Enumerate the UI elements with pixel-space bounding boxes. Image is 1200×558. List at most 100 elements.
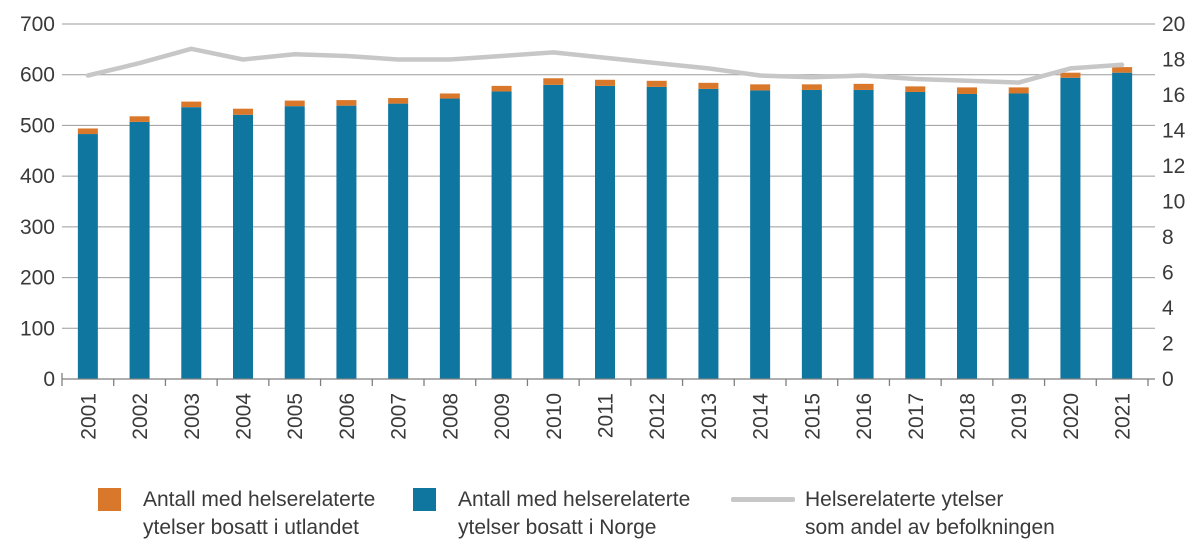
chart-legend: Antall med helserelaterte ytelser bosatt … bbox=[0, 486, 1200, 556]
bar-segment-utlandet-2018 bbox=[957, 87, 977, 94]
legend-label-line1: Helserelaterte ytelser bbox=[805, 488, 1004, 511]
legend-label-line2: ytelser bosatt i Norge bbox=[458, 516, 657, 539]
legend-item-3: Helserelaterte ytelser som andel av befol… bbox=[731, 486, 1055, 542]
bar-segment-norge-2006 bbox=[336, 105, 357, 380]
legend-label-line2: ytelser bosatt i utlandet bbox=[143, 516, 359, 539]
x-axis-label-2003: 2003 bbox=[181, 393, 204, 440]
right-axis-label-2: 2 bbox=[1162, 333, 1174, 356]
x-axis-label-2009: 2009 bbox=[491, 393, 514, 440]
bar-segment-utlandet-2005 bbox=[284, 100, 305, 107]
x-axis-label-2015: 2015 bbox=[801, 393, 824, 440]
x-axis-label-2012: 2012 bbox=[646, 393, 669, 440]
x-axis-label-2019: 2019 bbox=[1008, 393, 1031, 440]
x-axis-label-2006: 2006 bbox=[336, 393, 359, 440]
legend-square-swatch-icon bbox=[413, 488, 436, 511]
bar-segment-utlandet-2008 bbox=[439, 93, 460, 99]
x-axis-label-2018: 2018 bbox=[957, 393, 980, 440]
bar-segment-utlandet-2013 bbox=[698, 82, 719, 89]
bar-segment-utlandet-2010 bbox=[543, 78, 564, 85]
bar-segment-utlandet-2011 bbox=[595, 79, 615, 86]
bar-segment-utlandet-2002 bbox=[129, 116, 150, 122]
bar-segment-norge-2020 bbox=[1060, 77, 1081, 379]
bar-segment-norge-2015 bbox=[801, 89, 822, 379]
x-axis-label-2008: 2008 bbox=[439, 393, 462, 440]
bar-segment-utlandet-2019 bbox=[1008, 87, 1029, 94]
legend-item-2: Antall med helserelaterte ytelser bosatt … bbox=[413, 486, 690, 542]
bar-segment-norge-2011 bbox=[595, 85, 615, 379]
bar-segment-norge-2008 bbox=[439, 98, 460, 380]
bar-segment-utlandet-2007 bbox=[388, 98, 409, 104]
bar-segment-utlandet-2021 bbox=[1112, 67, 1133, 73]
left-axis-label-500: 500 bbox=[20, 114, 55, 137]
bar-segment-norge-2010 bbox=[543, 84, 564, 379]
x-axis-label-2004: 2004 bbox=[233, 393, 256, 440]
bar-segment-norge-2018 bbox=[957, 93, 977, 379]
right-axis-label-6: 6 bbox=[1162, 262, 1174, 285]
bar-segment-utlandet-2004 bbox=[233, 108, 253, 115]
left-axis-label-300: 300 bbox=[20, 216, 55, 239]
left-axis-label-700: 700 bbox=[20, 13, 55, 36]
bar-segment-utlandet-2006 bbox=[336, 100, 357, 106]
x-axis-label-2016: 2016 bbox=[853, 393, 876, 440]
left-axis-label-400: 400 bbox=[20, 165, 55, 188]
legend-label-line1: Antall med helserelaterte bbox=[143, 488, 376, 511]
legend-label: Helserelaterte ytelser som andel av befol… bbox=[805, 486, 1055, 542]
right-axis-label-10: 10 bbox=[1162, 191, 1185, 214]
right-axis-label-20: 20 bbox=[1162, 13, 1185, 36]
legend-label-line1: Antall med helserelaterte bbox=[458, 488, 691, 511]
bar-segment-utlandet-2001 bbox=[77, 128, 98, 135]
x-axis-label-2005: 2005 bbox=[284, 393, 307, 440]
bar-segment-norge-2005 bbox=[284, 106, 305, 380]
bar-segment-utlandet-2003 bbox=[181, 101, 202, 108]
right-axis-label-8: 8 bbox=[1162, 226, 1174, 249]
legend-label: Antall med helserelaterte ytelser bosatt … bbox=[458, 486, 690, 542]
bar-segment-norge-2019 bbox=[1008, 93, 1029, 379]
x-axis-label-2002: 2002 bbox=[129, 393, 152, 440]
right-axis-label-14: 14 bbox=[1162, 120, 1186, 143]
legend-square-swatch-icon bbox=[98, 488, 121, 511]
bar-segment-norge-2009 bbox=[491, 91, 512, 379]
bar-segment-utlandet-2020 bbox=[1060, 72, 1081, 78]
left-axis-label-600: 600 bbox=[20, 64, 55, 87]
bar-segment-utlandet-2015 bbox=[801, 84, 822, 90]
right-axis-label-4: 4 bbox=[1162, 297, 1174, 320]
right-axis-label-18: 18 bbox=[1162, 49, 1185, 72]
x-axis-label-2010: 2010 bbox=[543, 393, 566, 440]
bar-segment-utlandet-2009 bbox=[491, 85, 512, 92]
x-axis-label-2020: 2020 bbox=[1060, 393, 1083, 440]
bar-segment-norge-2014 bbox=[750, 90, 771, 379]
right-axis-label-0: 0 bbox=[1162, 368, 1174, 391]
bar-segment-utlandet-2016 bbox=[853, 83, 874, 90]
x-axis-label-2007: 2007 bbox=[388, 393, 411, 440]
chart-svg: 0100200300400500600700024681012141618202… bbox=[20, 13, 1186, 440]
left-axis-label-100: 100 bbox=[20, 317, 55, 340]
x-axis-label-2013: 2013 bbox=[698, 393, 721, 440]
legend-line-swatch-icon bbox=[731, 497, 795, 502]
right-axis-label-12: 12 bbox=[1162, 155, 1185, 178]
legend-label: Antall med helserelaterte ytelser bosatt … bbox=[143, 486, 375, 542]
bar-segment-norge-2001 bbox=[77, 134, 98, 379]
legend-item-1: Antall med helserelaterte ytelser bosatt … bbox=[98, 486, 375, 542]
bar-segment-norge-2021 bbox=[1112, 72, 1133, 379]
bar-segment-norge-2004 bbox=[233, 114, 253, 380]
bar-segment-norge-2017 bbox=[905, 91, 926, 379]
bar-segment-norge-2003 bbox=[181, 107, 202, 380]
left-axis-label-0: 0 bbox=[43, 368, 55, 391]
bar-segment-utlandet-2014 bbox=[750, 84, 771, 91]
bar-segment-utlandet-2012 bbox=[646, 80, 667, 87]
bar-segment-norge-2012 bbox=[646, 86, 667, 379]
right-axis-label-16: 16 bbox=[1162, 84, 1185, 107]
bar-segment-norge-2013 bbox=[698, 88, 719, 380]
bar-segment-utlandet-2017 bbox=[905, 86, 926, 92]
x-axis-label-2014: 2014 bbox=[750, 393, 773, 440]
x-axis-label-2011: 2011 bbox=[595, 393, 618, 438]
bar-segment-norge-2007 bbox=[388, 103, 409, 379]
bar-segment-norge-2016 bbox=[853, 89, 874, 379]
x-axis-label-2021: 2021 bbox=[1112, 393, 1135, 440]
x-axis-label-2001: 2001 bbox=[77, 393, 100, 440]
legend-label-line2: som andel av befolkningen bbox=[805, 516, 1055, 539]
x-axis-label-2017: 2017 bbox=[905, 393, 928, 440]
andel-line bbox=[85, 46, 1125, 85]
bar-segment-norge-2002 bbox=[129, 121, 150, 379]
